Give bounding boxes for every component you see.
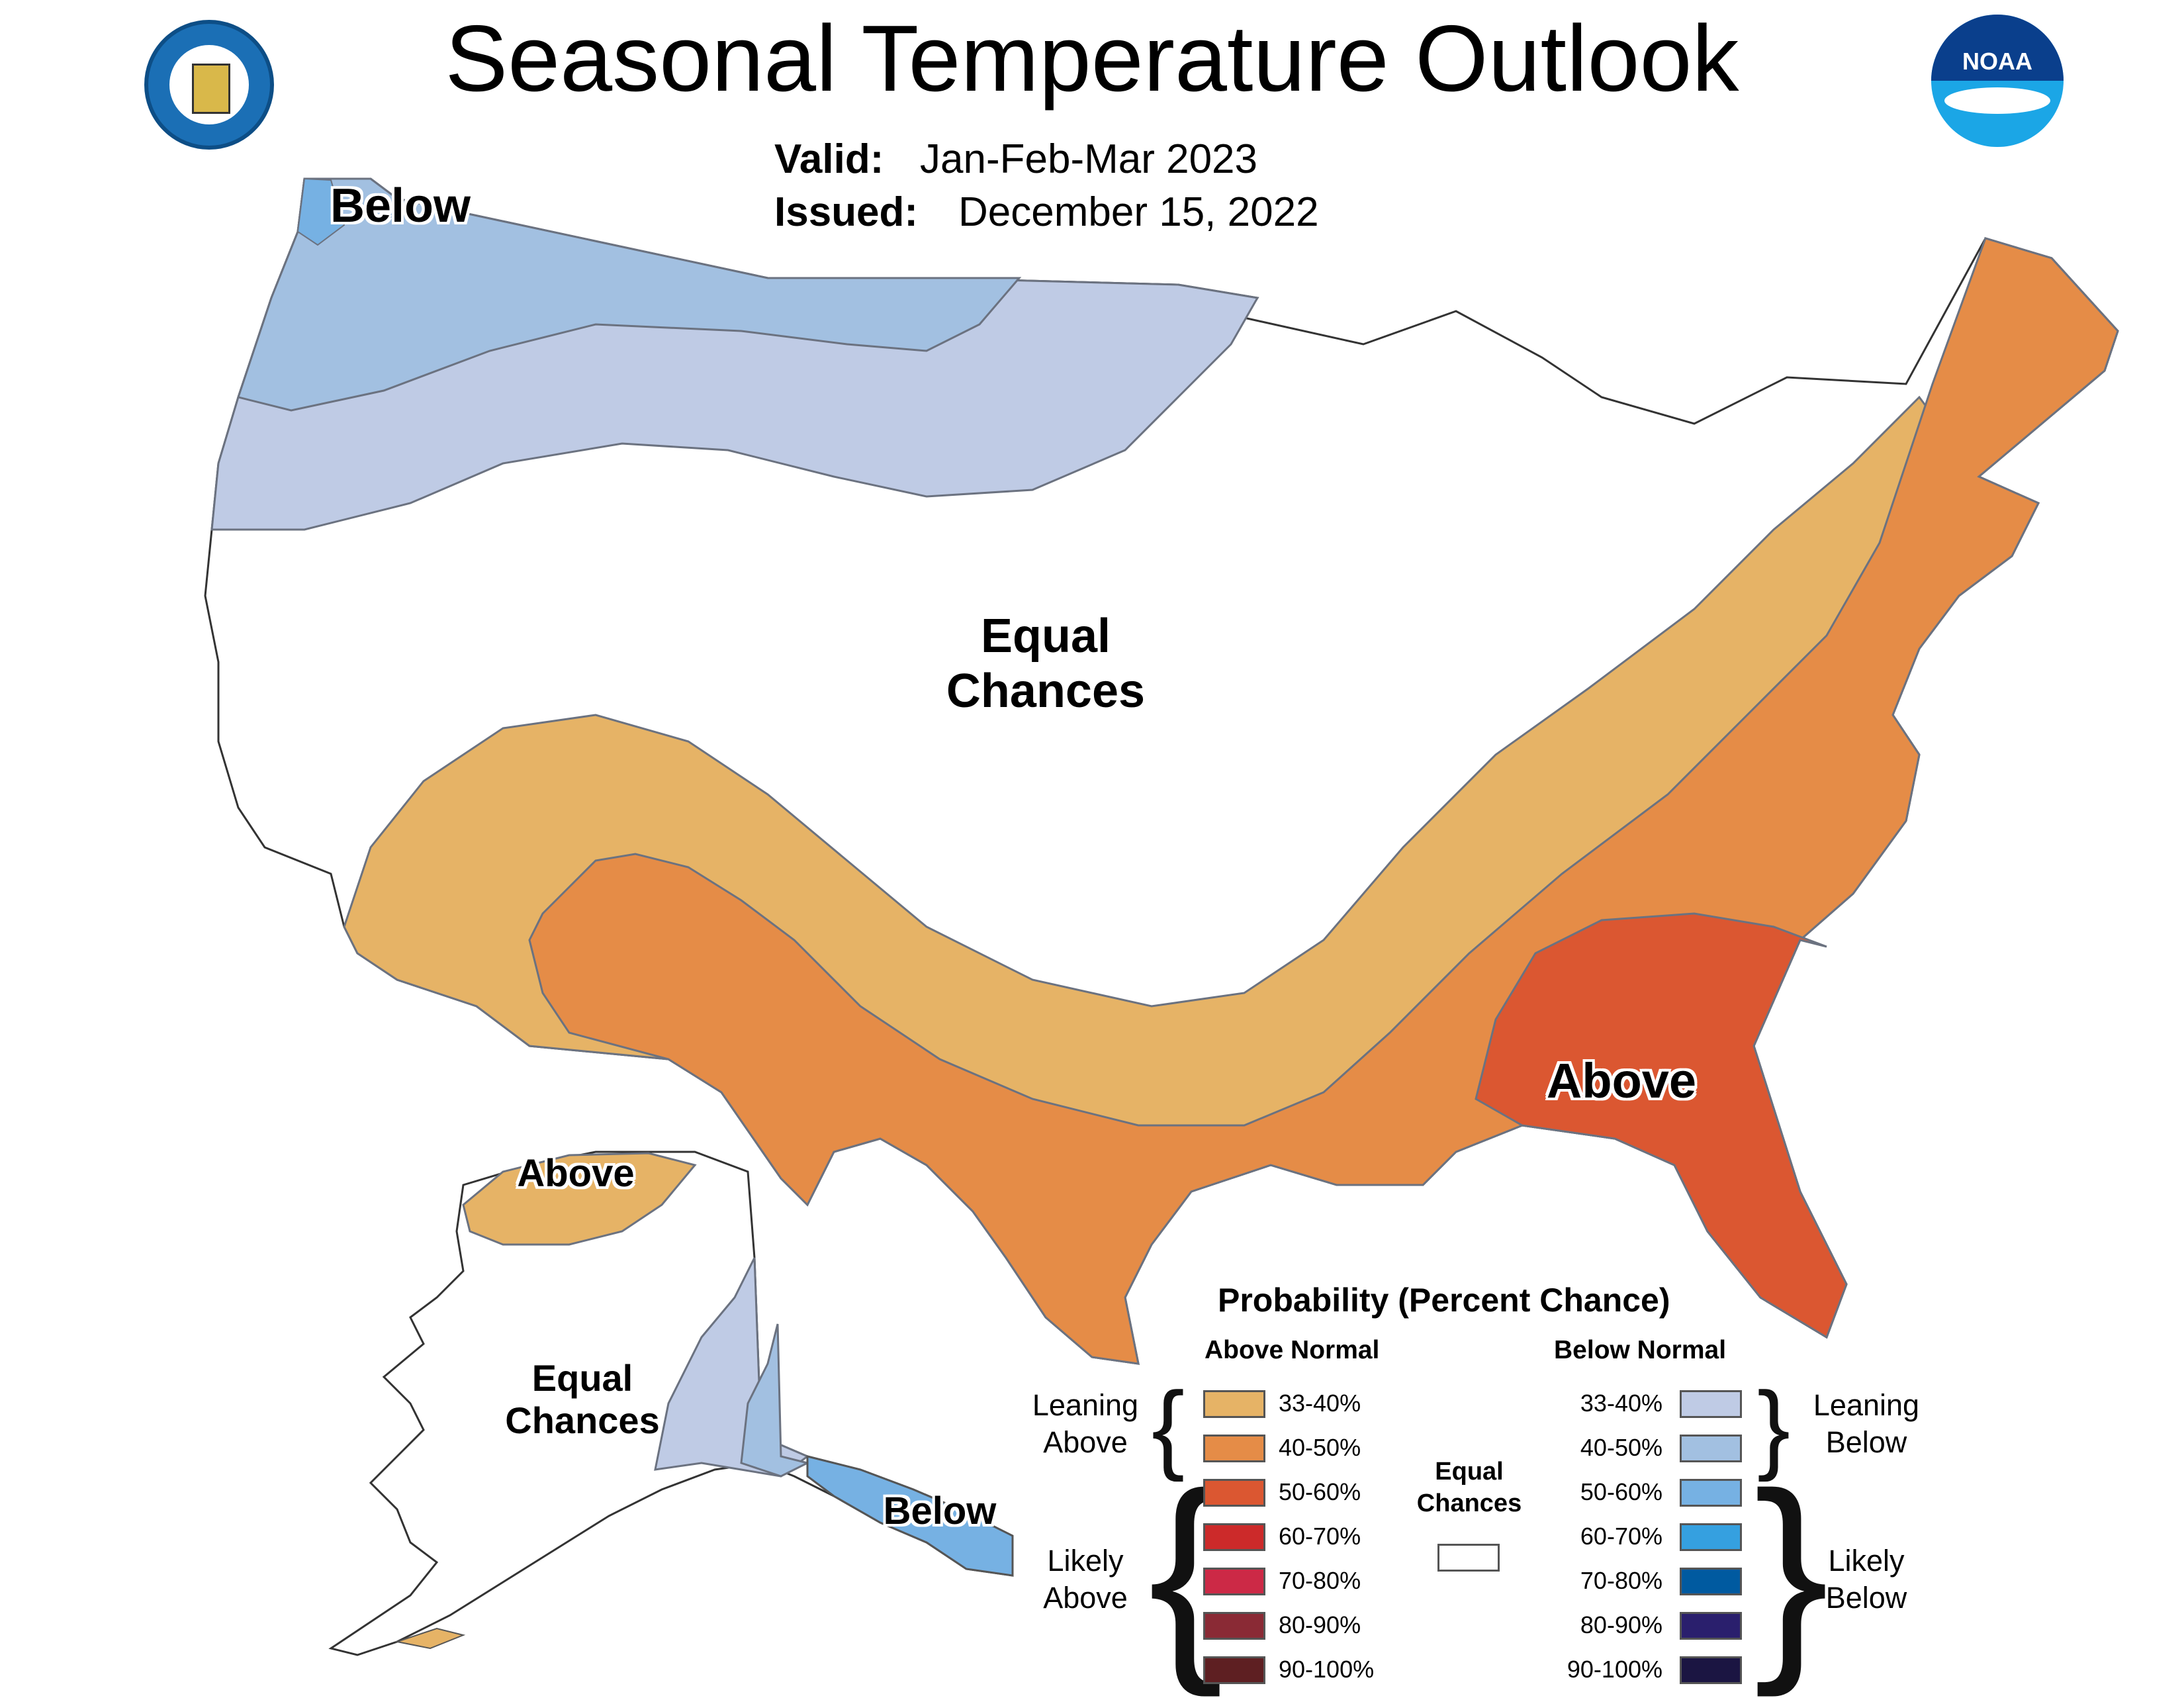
legend-above-range-4: 70-80% — [1279, 1567, 1361, 1594]
alaska-equal-chances-label: Equal Chances — [505, 1357, 660, 1442]
above-50-60-region — [1475, 912, 1848, 1339]
alaska-above-33-40-region — [462, 1152, 697, 1246]
legend-below-range-0: 33-40% — [1580, 1390, 1662, 1417]
legend-below-range-4: 70-80% — [1580, 1567, 1662, 1594]
below-40-50-region-north — [237, 177, 1022, 412]
legend-below-swatch-6 — [1680, 1656, 1742, 1684]
legend-above-swatch-1 — [1203, 1435, 1265, 1462]
valid-value: Jan-Feb-Mar 2023 — [920, 136, 1258, 182]
legend-above-header: Above Normal — [1205, 1336, 1380, 1364]
alaska-below-label: Below — [883, 1489, 997, 1533]
legend-below-range-2: 50-60% — [1580, 1478, 1662, 1505]
legend-above-swatch-2 — [1203, 1479, 1265, 1507]
legend-above-swatch-5 — [1203, 1612, 1265, 1640]
legend-above-swatch-4 — [1203, 1568, 1265, 1595]
legend-equal-chances-label: Equal Chances — [1416, 1458, 1522, 1517]
noaa-logo-text: NOAA — [1962, 48, 2032, 75]
conus-equal-chances-label: Equal Chances — [946, 610, 1146, 718]
legend-title: Probability (Percent Chance) — [1218, 1282, 1670, 1319]
leaning-above-brace: { — [1152, 1371, 1185, 1482]
issued-label: Issued: — [774, 189, 919, 235]
alaska-below-50-60-region — [806, 1455, 1014, 1577]
legend-below-range-5: 80-90% — [1580, 1611, 1662, 1638]
legend-below-header: Below Normal — [1554, 1336, 1727, 1364]
noaa-logo: NOAA — [1931, 15, 2064, 147]
leaning-below-brace: } — [1757, 1371, 1791, 1482]
legend-leaning-above: Leaning Above — [1032, 1388, 1139, 1460]
below-50-60-region-coast — [296, 177, 345, 246]
legend-below-swatch-1 — [1680, 1435, 1742, 1462]
legend-above-range-0: 33-40% — [1279, 1390, 1361, 1417]
alaska-aleutians-above — [394, 1627, 466, 1650]
legend-above-swatch-3 — [1203, 1523, 1265, 1551]
legend-below-range-3: 60-70% — [1580, 1523, 1662, 1550]
page-title: Seasonal Temperature Outlook — [445, 6, 1739, 111]
likely-below-brace: } — [1754, 1446, 1829, 1698]
legend-below-swatch-3 — [1680, 1523, 1742, 1551]
legend-above-swatch-0 — [1203, 1390, 1265, 1418]
commerce-seal-logo — [144, 20, 274, 150]
legend-above-swatch-6 — [1203, 1656, 1265, 1684]
legend-below-swatch-2 — [1680, 1479, 1742, 1507]
legend-above-range-1: 40-50% — [1279, 1434, 1361, 1461]
legend-above-range-3: 60-70% — [1279, 1523, 1361, 1550]
issued-value: December 15, 2022 — [958, 189, 1319, 235]
legend-below-swatch-4 — [1680, 1568, 1742, 1595]
legend-above-range-6: 90-100% — [1279, 1656, 1375, 1683]
valid-label: Valid: — [774, 136, 884, 182]
alaska-below-40-50-region — [740, 1323, 811, 1478]
legend-equal-chances-swatch — [1437, 1544, 1500, 1572]
legend-below-range-1: 40-50% — [1580, 1434, 1662, 1461]
legend-below-range-6: 90-100% — [1567, 1656, 1662, 1683]
alaska-above-label: Above — [517, 1152, 635, 1195]
legend-likely-below: Likely Below — [1825, 1544, 1907, 1615]
conus-above-label: Above — [1546, 1053, 1697, 1108]
legend-above-range-2: 50-60% — [1279, 1478, 1361, 1505]
legend-above-range-5: 80-90% — [1279, 1611, 1361, 1638]
legend-likely-above: Likely Above — [1043, 1544, 1128, 1615]
conus-below-label: Below — [330, 179, 471, 232]
legend-below-swatch-0 — [1680, 1390, 1742, 1418]
legend-below-swatch-5 — [1680, 1612, 1742, 1640]
legend-leaning-below: Leaning Below — [1813, 1388, 1920, 1460]
